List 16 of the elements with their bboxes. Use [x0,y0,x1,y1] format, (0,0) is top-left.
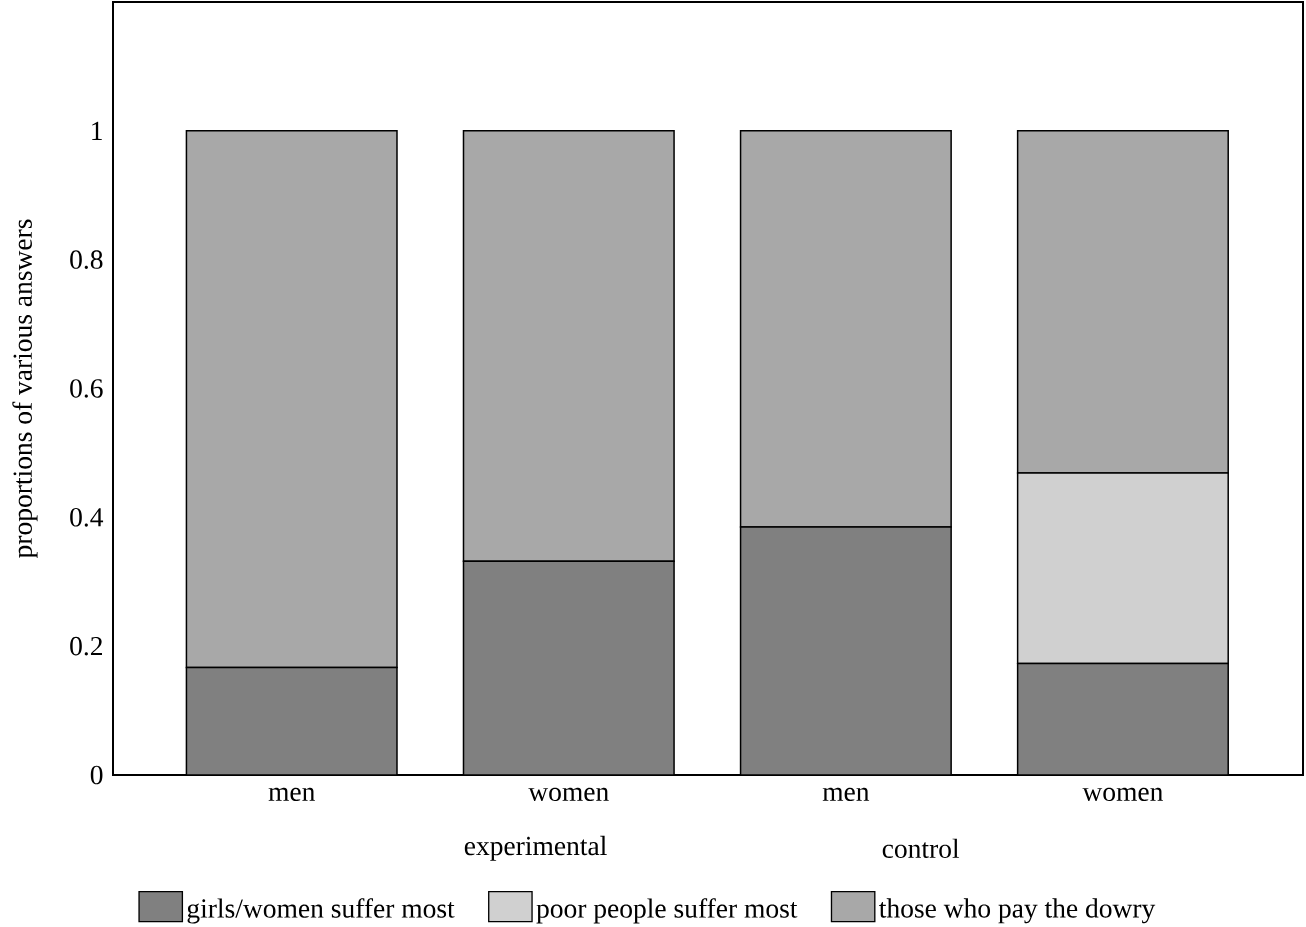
x-tick-label: women [528,787,609,802]
y-tick-label: 0.8 [70,250,103,269]
legend-label: poor people suffer most [536,898,798,924]
text: control [882,838,960,858]
x-tick-label: women [1082,787,1163,802]
y-tick-label: 0.6 [70,379,103,398]
y-tick-label: 0.4 [70,508,104,527]
legend-label: those who pay the dowry [879,898,1156,924]
text: experimental [464,835,607,861]
x-tick-label: men [822,787,870,802]
y-axis-title: proportions of various answers [12,219,38,558]
legend-label: girls/women suffer most [187,898,455,924]
y-tick-label: 0.2 [70,636,102,656]
y-tick-label: 0 [90,765,103,785]
y-tick-label: 1 [92,121,102,140]
x-tick-label: men [268,787,315,802]
